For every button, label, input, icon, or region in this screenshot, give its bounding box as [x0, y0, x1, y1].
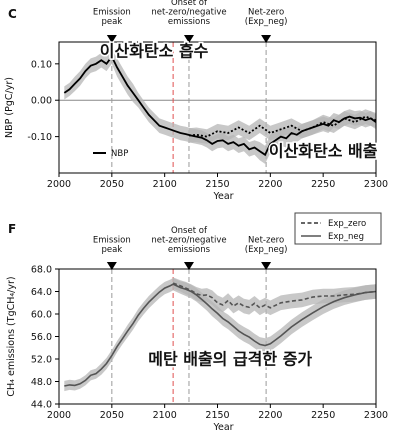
event-marker-icon	[106, 262, 117, 270]
x-tick-label: 2150	[205, 410, 229, 421]
panel-letter: C	[8, 7, 17, 21]
x-tick-label: 2300	[364, 410, 388, 421]
x-tick-label: 2150	[205, 179, 229, 190]
annotation-text: 메탄 배출의 급격한 증가	[148, 350, 312, 369]
event-label: peak	[101, 245, 122, 255]
uncertainty-band	[173, 277, 376, 316]
x-axis-label: Year	[212, 191, 233, 202]
y-tick-label: 0.10	[31, 59, 52, 70]
event-label: peak	[101, 17, 122, 27]
x-tick-label: 2250	[311, 410, 335, 421]
series-line	[64, 283, 377, 387]
y-tick-label: 52.0	[31, 355, 52, 366]
x-tick-label: 2000	[47, 410, 71, 421]
event-label: net-zero/negative	[151, 8, 226, 18]
y-axis-label: NBP (PgC/yr)	[4, 77, 15, 138]
y-tick-label: 68.0	[31, 265, 52, 276]
x-tick-label: 2200	[258, 179, 282, 190]
legend-label: NBP	[111, 149, 128, 159]
event-label: (Exp_neg)	[245, 17, 288, 27]
x-tick-label: 2050	[100, 179, 124, 190]
event-label: Net-zero	[248, 8, 284, 18]
event-label: Emission	[93, 8, 131, 18]
event-label: Onset of	[171, 226, 208, 236]
y-tick-label: 44.0	[31, 400, 52, 411]
series-line	[172, 282, 377, 309]
x-tick-label: 2050	[100, 410, 124, 421]
y-tick-label: 0.00	[31, 96, 52, 107]
legend-label: Exp_neg	[328, 232, 364, 242]
panel-letter: F	[8, 222, 16, 236]
series-line	[63, 54, 377, 157]
event-label: net-zero/negative	[151, 236, 226, 246]
event-label: emissions	[168, 245, 211, 255]
event-marker-icon	[183, 262, 194, 270]
y-tick-label: -0.10	[27, 132, 52, 143]
x-tick-label: 2000	[47, 179, 71, 190]
annotation-text: 이산화탄소 배출	[269, 142, 378, 161]
event-marker-icon	[261, 35, 272, 43]
event-marker-icon	[261, 262, 272, 270]
y-tick-label: 60.0	[31, 310, 52, 321]
legend-label: Exp_zero	[328, 219, 366, 229]
y-tick-label: 56.0	[31, 332, 52, 343]
uncertainty-band	[64, 278, 377, 392]
event-marker-icon	[183, 35, 194, 43]
x-tick-label: 2200	[258, 410, 282, 421]
x-tick-label: 2300	[364, 179, 388, 190]
x-tick-label: 2100	[153, 410, 177, 421]
annotation-text: 이산화탄소 흡수	[100, 42, 209, 61]
series-line	[188, 115, 377, 138]
x-tick-label: 2100	[153, 179, 177, 190]
event-label: emissions	[168, 17, 211, 27]
event-label: (Exp_neg)	[245, 245, 288, 255]
x-axis-label: Year	[212, 422, 233, 433]
event-label: Net-zero	[248, 236, 284, 246]
legend-box	[294, 212, 382, 245]
y-tick-label: 64.0	[31, 287, 52, 298]
y-axis-label: CH₄ emissions (TgCH₄/yr)	[6, 276, 17, 396]
uncertainty-band	[189, 109, 376, 144]
x-tick-label: 2250	[311, 179, 335, 190]
y-tick-label: 48.0	[31, 377, 52, 388]
event-label: Onset of	[171, 0, 208, 8]
event-marker-icon	[106, 35, 117, 43]
event-label: Emission	[93, 236, 131, 246]
